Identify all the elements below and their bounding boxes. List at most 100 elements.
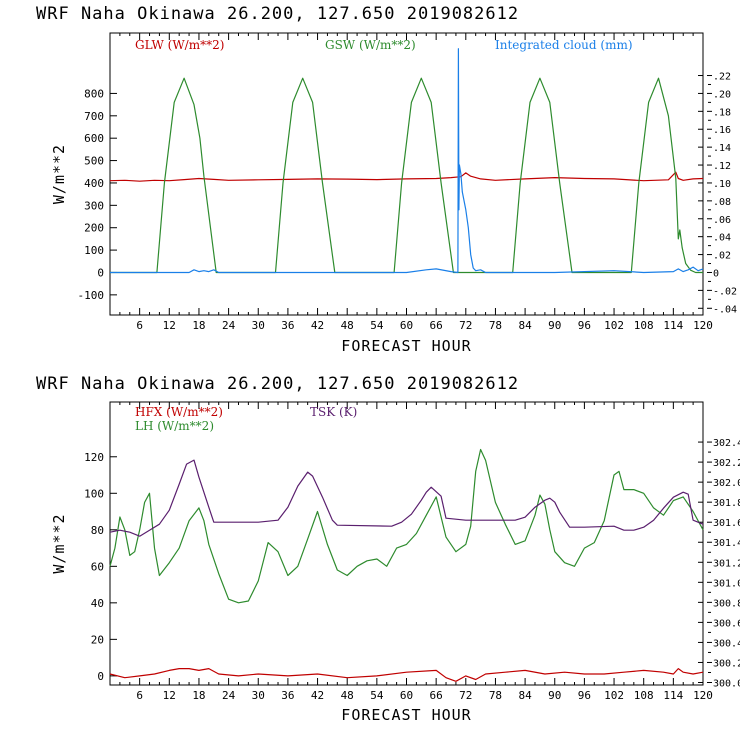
y-tick-label: 600	[84, 132, 104, 145]
x-tick-label: 24	[222, 319, 236, 332]
x-tick-label: 48	[341, 319, 354, 332]
right-tick-label: 301.8	[713, 498, 740, 509]
y-tick-label: 300	[84, 199, 104, 212]
y-tick-label: 100	[84, 244, 104, 257]
y-tick-label: 120	[84, 451, 104, 464]
y-tick-label: 20	[91, 633, 104, 646]
y-tick-label: 500	[84, 155, 104, 168]
x-tick-label: 18	[192, 689, 205, 702]
right-tick-label: 302.0	[713, 478, 740, 489]
x-axis-label: FORECAST HOUR	[341, 337, 471, 355]
right-tick-label: .14	[713, 143, 731, 154]
x-tick-label: 72	[459, 319, 472, 332]
y-tick-label: 700	[84, 110, 104, 123]
x-axis-label: FORECAST HOUR	[341, 706, 471, 724]
right-tick-label: 300.8	[713, 598, 740, 609]
y-tick-label: 40	[91, 597, 104, 610]
right-tick-label: 302.2	[713, 458, 740, 469]
x-tick-label: 102	[604, 319, 624, 332]
right-tick-label: 0	[713, 268, 719, 279]
x-tick-label: 60	[400, 689, 413, 702]
x-tick-label: 78	[489, 689, 502, 702]
right-tick-label: 300.4	[713, 638, 740, 649]
x-tick-label: 120	[693, 319, 713, 332]
x-tick-label: 66	[430, 319, 443, 332]
series-line-glw	[109, 171, 704, 182]
right-tick-label: .16	[713, 125, 731, 136]
y-tick-label: 400	[84, 177, 104, 190]
x-tick-label: 66	[430, 689, 443, 702]
series-line-gsw	[110, 77, 703, 274]
x-tick-label: 90	[548, 319, 561, 332]
x-tick-label: 84	[518, 319, 532, 332]
right-tick-label: 301.6	[713, 518, 740, 529]
right-tick-label: -.02	[713, 286, 737, 297]
x-tick-label: 120	[693, 689, 713, 702]
y-tick-label: 60	[91, 560, 104, 573]
x-tick-label: 108	[634, 689, 654, 702]
series-line-tsk	[109, 459, 704, 537]
x-tick-label: 90	[548, 689, 561, 702]
x-tick-label: 72	[459, 689, 472, 702]
x-tick-label: 6	[136, 319, 143, 332]
x-tick-label: 30	[252, 689, 265, 702]
x-tick-label: 30	[252, 319, 265, 332]
chart-title: WRF Naha Okinawa 26.200, 127.650 2019082…	[36, 374, 519, 394]
y-tick-label: 800	[84, 87, 104, 100]
legend-entry: HFX (W/m**2)	[135, 405, 223, 419]
x-tick-label: 24	[222, 689, 236, 702]
x-tick-label: 42	[311, 319, 324, 332]
right-tick-label: .06	[713, 215, 731, 226]
x-tick-label: 114	[663, 689, 683, 702]
legend-entry: LH (W/m**2)	[135, 419, 214, 433]
panel-1: WRF Naha Okinawa 26.200, 127.650 2019082…	[36, 4, 737, 355]
right-tick-label: .22	[713, 72, 731, 83]
y-tick-label: 80	[91, 524, 104, 537]
x-tick-label: 36	[281, 319, 294, 332]
x-tick-label: 108	[634, 319, 654, 332]
right-tick-label: .04	[713, 233, 731, 244]
legend-entry: TSK (K)	[310, 405, 357, 419]
y-tick-label: 0	[97, 670, 104, 683]
x-tick-label: 12	[163, 689, 176, 702]
right-tick-label: 301.2	[713, 558, 740, 569]
x-tick-label: 78	[489, 319, 502, 332]
x-tick-label: 48	[341, 689, 354, 702]
series-line-integrated	[110, 48, 704, 274]
y-axis-label: W/m**2	[50, 144, 68, 204]
x-tick-label: 54	[370, 319, 384, 332]
y-tick-label: 200	[84, 222, 104, 235]
right-tick-label: 300.2	[713, 658, 740, 669]
right-tick-label: .18	[713, 107, 731, 118]
x-tick-label: 96	[578, 319, 591, 332]
x-tick-label: 12	[163, 319, 176, 332]
right-tick-label: .10	[713, 179, 731, 190]
right-tick-label: .12	[713, 161, 731, 172]
y-tick-label: 0	[97, 266, 104, 279]
x-tick-label: 114	[663, 319, 683, 332]
x-tick-label: 42	[311, 689, 324, 702]
right-tick-label: .02	[713, 251, 731, 262]
chart-title: WRF Naha Okinawa 26.200, 127.650 2019082…	[36, 4, 519, 24]
right-tick-label: .20	[713, 89, 731, 100]
right-tick-label: 301.0	[713, 578, 740, 589]
x-tick-label: 102	[604, 689, 624, 702]
legend-entry: GSW (W/m**2)	[325, 38, 416, 52]
legend-entry: GLW (W/m**2)	[135, 38, 224, 52]
right-tick-label: 300.0	[713, 678, 740, 689]
plot-frame	[109, 401, 704, 686]
right-tick-label: -.04	[713, 304, 737, 315]
x-tick-label: 6	[136, 689, 143, 702]
y-axis-label: W/m**2	[50, 513, 68, 573]
y-tick-label: 100	[84, 487, 104, 500]
right-tick-label: 300.6	[713, 618, 740, 629]
panel-2: WRF Naha Okinawa 26.200, 127.650 2019082…	[36, 374, 740, 724]
series-line-hfx	[109, 667, 704, 682]
x-tick-label: 54	[370, 689, 384, 702]
x-tick-label: 84	[518, 689, 532, 702]
y-tick-label: -100	[78, 289, 105, 302]
legend-entry: Integrated cloud (mm)	[495, 38, 633, 52]
x-tick-label: 36	[281, 689, 294, 702]
